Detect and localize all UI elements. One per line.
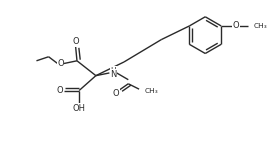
Text: O: O (72, 37, 79, 46)
Text: O: O (113, 89, 120, 98)
Text: CH₃: CH₃ (144, 88, 158, 94)
Text: H: H (111, 67, 116, 73)
Text: O: O (57, 59, 64, 68)
Text: CH₃: CH₃ (254, 23, 267, 29)
Text: O: O (56, 86, 63, 95)
Text: N: N (110, 70, 117, 79)
Text: OH: OH (73, 103, 86, 113)
Text: O: O (233, 21, 239, 30)
